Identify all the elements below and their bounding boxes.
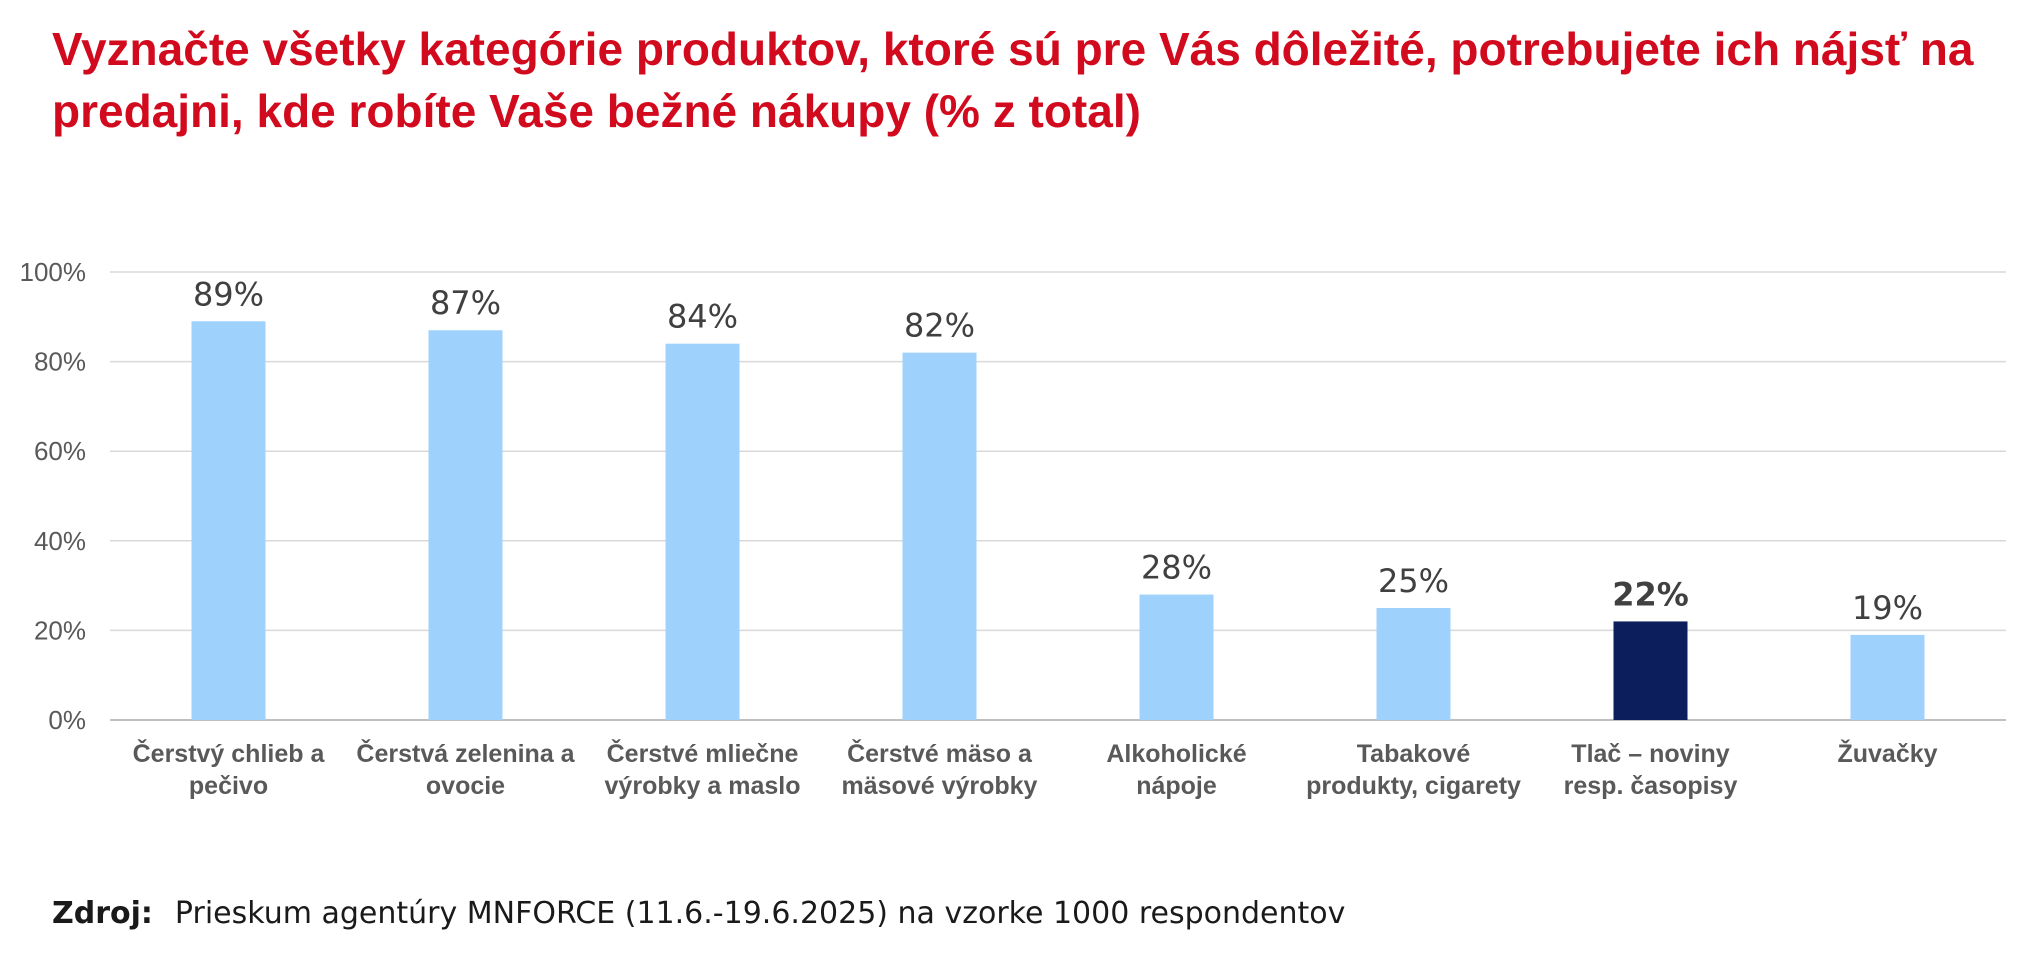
grid-lines xyxy=(110,271,2006,721)
data-label: 82% xyxy=(904,307,975,345)
data-label: 22% xyxy=(1612,575,1689,613)
x-tick-label: mäsové výrobky xyxy=(842,772,1038,800)
x-tick-label: ovocie xyxy=(426,772,505,800)
y-axis-ticks: 0% 20% 40% 60% 80% 100% xyxy=(20,257,87,735)
x-tick-label: výrobky a maslo xyxy=(605,772,801,800)
bar xyxy=(1376,608,1451,720)
x-tick-label: Alkoholické xyxy=(1106,740,1246,768)
y-tick-label: 100% xyxy=(20,257,87,287)
x-tick-label: resp. časopisy xyxy=(1564,772,1738,800)
bar xyxy=(191,321,266,720)
y-tick-label: 20% xyxy=(34,615,86,645)
y-tick-label: 0% xyxy=(48,705,86,735)
x-tick-label: Čerstvé mliečne xyxy=(607,738,799,768)
x-tick-label: pečivo xyxy=(189,772,268,800)
x-tick-label: Čerstvá zelenina a xyxy=(356,738,575,768)
bar xyxy=(428,330,503,720)
y-tick-label: 80% xyxy=(34,347,86,377)
bar xyxy=(665,343,740,720)
source-label: Zdroj: xyxy=(52,896,153,931)
x-tick-label: nápoje xyxy=(1136,772,1217,800)
data-label: 19% xyxy=(1852,589,1923,627)
bar xyxy=(1139,594,1214,720)
x-tick-label: produkty, cigarety xyxy=(1306,772,1521,800)
x-tick-label: Tlač – noviny xyxy=(1571,740,1729,768)
y-tick-label: 60% xyxy=(34,436,86,466)
x-axis-labels: Čerstvý chlieb a pečivo Čerstvá zelenina a… xyxy=(133,738,1938,800)
source-note: Zdroj: Prieskum agentúry MNFORCE (11.6.-1… xyxy=(52,896,1345,931)
y-tick-label: 40% xyxy=(34,526,86,556)
bar xyxy=(902,352,977,720)
x-tick-label: Čerstvý chlieb a xyxy=(133,738,326,768)
data-label: 28% xyxy=(1141,549,1212,587)
x-tick-label: Čerstvé mäso a xyxy=(847,738,1033,768)
data-label: 87% xyxy=(430,284,501,322)
x-tick-label: Žuvačky xyxy=(1837,738,1937,768)
data-label: 89% xyxy=(193,275,264,313)
bars xyxy=(191,321,1925,720)
bar-chart: 0% 20% 40% 60% 80% 100% 89% 87% 84% 82% 28% 25% 22%… xyxy=(20,257,2006,800)
bar xyxy=(1850,634,1925,720)
x-tick-label: Tabakové xyxy=(1357,740,1471,768)
data-label: 84% xyxy=(667,298,738,336)
data-label: 25% xyxy=(1378,562,1449,600)
bar xyxy=(1613,621,1688,720)
chart-title: Vyznačte všetky kategórie produktov, kto… xyxy=(52,23,1974,137)
data-labels: 89% 87% 84% 82% 28% 25% 22% 19% xyxy=(193,275,1923,627)
source-text: Prieskum agentúry MNFORCE (11.6.-19.6.20… xyxy=(174,896,1346,931)
